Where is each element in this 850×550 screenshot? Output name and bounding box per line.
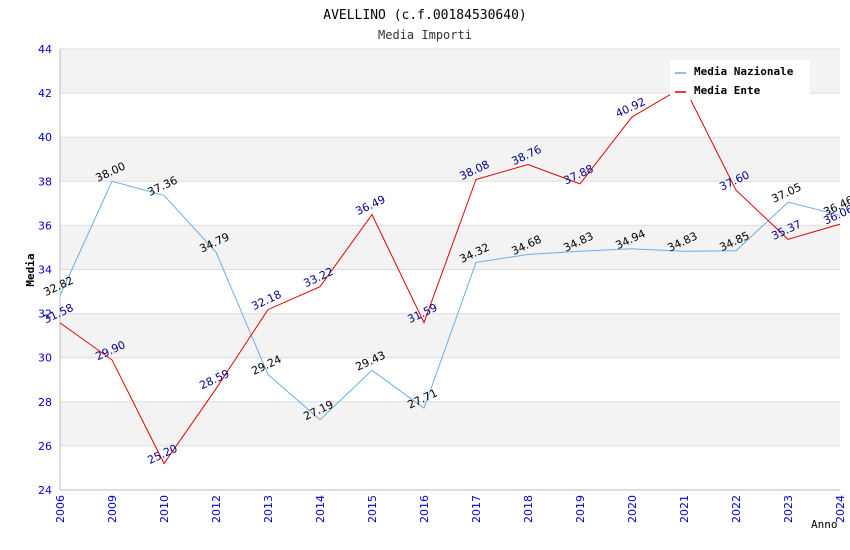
x-tick-label: 2018 bbox=[522, 495, 535, 523]
legend-box bbox=[670, 60, 810, 100]
y-tick-label: 34 bbox=[38, 264, 52, 277]
x-tick-label: 2010 bbox=[158, 495, 171, 523]
series-lines bbox=[59, 85, 841, 465]
legend-label-media-ente: Media Ente bbox=[694, 84, 761, 97]
y-tick-label: 40 bbox=[38, 131, 52, 144]
data-label: 28.59 bbox=[197, 367, 231, 392]
background-band bbox=[60, 137, 840, 182]
series-line bbox=[59, 85, 841, 465]
y-tick-labels: 24 26 28 30 32 34 36 38 40 42 44 bbox=[38, 43, 52, 497]
data-label: 40.92 bbox=[613, 95, 647, 120]
x-tick-label: 2015 bbox=[366, 495, 379, 523]
y-tick-label: 24 bbox=[38, 484, 52, 497]
data-label: 32.18 bbox=[249, 288, 283, 313]
gridlines bbox=[60, 48, 840, 491]
legend-label-media-nazionale: Media Nazionale bbox=[694, 65, 794, 78]
y-axis-label: Media bbox=[24, 253, 37, 286]
x-tick-label: 2009 bbox=[106, 495, 119, 523]
y-tick-label: 44 bbox=[38, 43, 52, 56]
y-tick-label: 26 bbox=[38, 440, 52, 453]
background-band bbox=[60, 225, 840, 270]
x-tick-label: 2019 bbox=[574, 495, 587, 523]
chart-subtitle: Media Importi bbox=[378, 28, 472, 42]
x-tick-label: 2021 bbox=[678, 495, 691, 523]
legend: Media Nazionale Media Ente bbox=[670, 60, 810, 100]
x-axis-label: Anno bbox=[811, 518, 838, 531]
x-tick-label: 2024 bbox=[834, 495, 847, 523]
x-tick-label: 2020 bbox=[626, 495, 639, 523]
chart-title: AVELLINO (c.f.00184530640) bbox=[323, 8, 527, 23]
y-tick-label: 36 bbox=[38, 219, 52, 232]
x-tick-label: 2023 bbox=[782, 495, 795, 523]
data-label: 36.49 bbox=[353, 193, 387, 218]
y-tick-label: 42 bbox=[38, 87, 52, 100]
y-tick-label: 28 bbox=[38, 396, 52, 409]
background-band bbox=[60, 401, 840, 446]
x-tick-label: 2012 bbox=[210, 495, 223, 523]
data-label: 32.82 bbox=[41, 274, 75, 299]
x-tick-label: 2022 bbox=[730, 495, 743, 523]
x-tick-label: 2017 bbox=[470, 495, 483, 523]
y-tick-label: 30 bbox=[38, 352, 52, 365]
y-tick-label: 32 bbox=[38, 308, 52, 321]
x-tick-label: 2013 bbox=[262, 495, 275, 523]
x-tick-label: 2016 bbox=[418, 495, 431, 523]
y-tick-label: 38 bbox=[38, 175, 52, 188]
x-tick-label: 2014 bbox=[314, 495, 327, 523]
data-label: 37.05 bbox=[769, 181, 803, 206]
series-line bbox=[59, 180, 841, 421]
x-tick-labels: 2006 2009 2010 2012 2013 2014 2015 2016 2017 2018… bbox=[54, 495, 847, 523]
x-tick-label: 2006 bbox=[54, 495, 67, 523]
